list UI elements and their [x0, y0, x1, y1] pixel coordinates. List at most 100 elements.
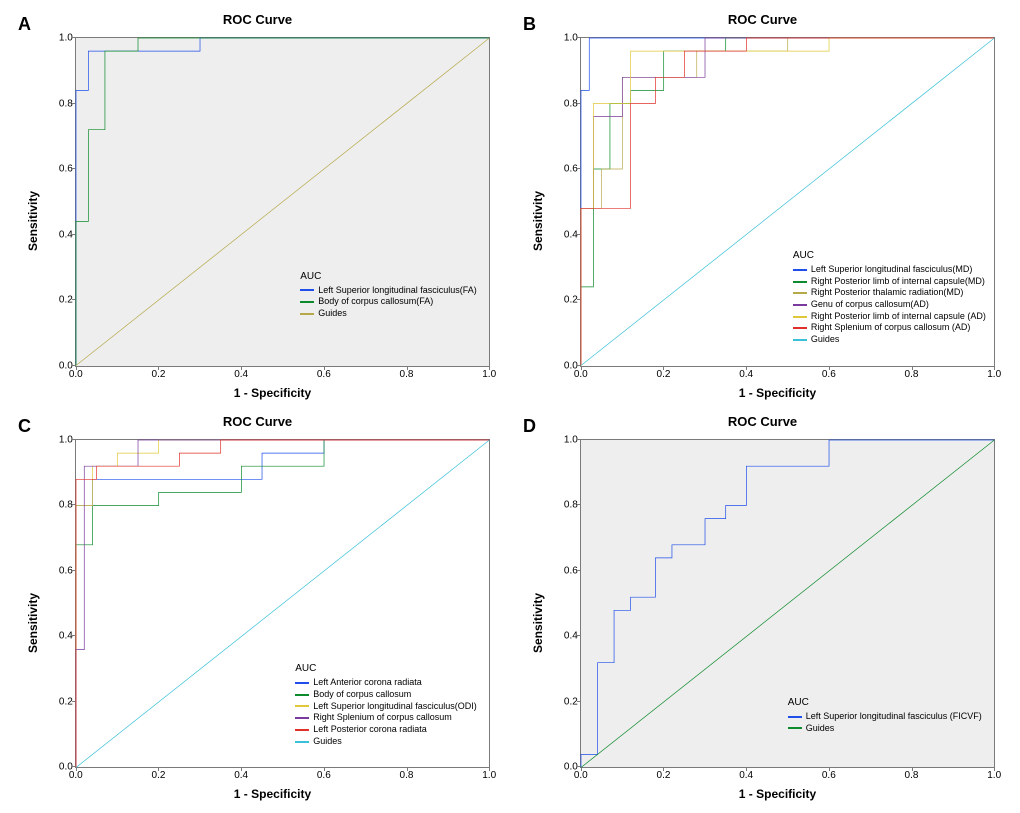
- legend: AUCLeft Superior longitudinal fasciculus…: [788, 696, 982, 734]
- panel-label: C: [18, 416, 31, 437]
- legend-item: Left Superior longitudinal fasciculus(FA…: [300, 285, 477, 297]
- y-tick-label: 0.6: [59, 164, 73, 175]
- y-axis-label: Sensitivity: [26, 593, 40, 653]
- legend-swatch: [793, 292, 807, 294]
- legend: AUCLeft Superior longitudinal fasciculus…: [793, 249, 986, 346]
- legend-label: Body of corpus callosum: [313, 689, 411, 701]
- y-tick-label: 1.0: [564, 434, 578, 445]
- legend-swatch: [788, 716, 802, 718]
- y-axis-label: Sensitivity: [26, 191, 40, 251]
- legend-swatch: [295, 694, 309, 696]
- legend-item: Guides: [793, 334, 986, 346]
- legend-swatch: [793, 281, 807, 283]
- x-tick-label: 0.2: [152, 369, 166, 380]
- x-tick-label: 0.6: [822, 369, 836, 380]
- legend-label: Right Splenium of corpus callosum: [313, 712, 452, 724]
- legend-item: Guides: [295, 736, 477, 748]
- legend-label: Left Superior longitudinal fasciculus(FA…: [318, 285, 477, 297]
- x-tick-label: 0.0: [574, 369, 588, 380]
- y-tick-label: 0.8: [59, 98, 73, 109]
- x-tick-label: 1.0: [482, 369, 496, 380]
- legend-swatch: [788, 727, 802, 729]
- y-tick-label: 0.2: [59, 295, 73, 306]
- axis-box: 0.00.00.20.20.40.40.60.60.80.81.01.0AUCL…: [75, 439, 490, 769]
- x-tick-label: 1.0: [482, 770, 496, 781]
- y-axis-label: Sensitivity: [531, 593, 545, 653]
- legend-label: Left Posterior corona radiata: [313, 724, 427, 736]
- legend-item: Guides: [300, 308, 477, 320]
- legend-label: Genu of corpus callosum(AD): [811, 299, 929, 311]
- x-tick-label: 0.2: [657, 369, 671, 380]
- legend-swatch: [295, 717, 309, 719]
- chart-title: ROC Curve: [223, 412, 292, 429]
- legend-swatch: [295, 682, 309, 684]
- legend-label: Guides: [811, 334, 840, 346]
- x-axis-label: 1 - Specificity: [234, 386, 311, 400]
- legend: AUC Left Anterior corona radiataBody of c…: [295, 662, 477, 747]
- legend-item: Right Posterior limb of internal capsule…: [793, 276, 986, 288]
- y-tick-label: 0.4: [564, 631, 578, 642]
- y-tick-label: 0.8: [564, 500, 578, 511]
- legend-label: Right Splenium of corpus callosum (AD): [811, 322, 971, 334]
- x-tick-label: 0.0: [69, 770, 83, 781]
- x-tick-label: 0.4: [234, 770, 248, 781]
- x-tick-label: 0.0: [574, 770, 588, 781]
- x-tick-label: 0.4: [234, 369, 248, 380]
- legend-item: Right Splenium of corpus callosum (AD): [793, 322, 986, 334]
- chart-title: ROC Curve: [728, 10, 797, 27]
- y-tick-label: 1.0: [564, 33, 578, 44]
- x-axis-label: 1 - Specificity: [739, 386, 816, 400]
- legend-title: AUC: [300, 270, 477, 283]
- x-tick-label: 1.0: [987, 770, 1001, 781]
- x-tick-label: 0.2: [152, 770, 166, 781]
- y-tick-label: 0.2: [564, 295, 578, 306]
- x-tick-label: 0.4: [739, 369, 753, 380]
- legend: AUC Left Superior longitudinal fasciculus…: [300, 270, 477, 320]
- legend-label: Right Posterior limb of internal capsule…: [811, 276, 985, 288]
- legend-swatch: [793, 327, 807, 329]
- y-tick-label: 0.8: [59, 500, 73, 511]
- y-tick-label: 0.2: [59, 696, 73, 707]
- legend-swatch: [300, 301, 314, 303]
- legend-swatch: [295, 741, 309, 743]
- panel-d: DROC Curve0.00.00.20.20.40.40.60.60.80.8…: [515, 412, 1010, 804]
- panel-label: B: [523, 14, 536, 35]
- axis-box: 0.00.00.20.20.40.40.60.60.80.81.01.0AUCL…: [580, 37, 995, 367]
- x-tick-label: 0.6: [317, 770, 331, 781]
- y-tick-label: 0.8: [564, 98, 578, 109]
- y-tick-label: 0.6: [564, 565, 578, 576]
- x-axis-label: 1 - Specificity: [739, 787, 816, 801]
- figure-grid: AROC Curve0.00.00.20.20.40.40.60.60.80.8…: [10, 10, 1010, 803]
- y-axis-label: Sensitivity: [531, 191, 545, 251]
- chart-title: ROC Curve: [223, 10, 292, 27]
- x-tick-label: 0.8: [905, 369, 919, 380]
- legend-item: Body of corpus callosum(FA): [300, 296, 477, 308]
- legend-label: Guides: [313, 736, 342, 748]
- panel-label: D: [523, 416, 536, 437]
- legend-title: AUC: [295, 662, 477, 675]
- y-tick-label: 1.0: [59, 33, 73, 44]
- legend-swatch: [793, 304, 807, 306]
- legend-swatch: [793, 269, 807, 271]
- x-tick-label: 0.2: [657, 770, 671, 781]
- legend-item: Left Superior longitudinal fasciculus (F…: [788, 711, 982, 723]
- legend-label: Left Anterior corona radiata: [313, 677, 422, 689]
- panel-label: A: [18, 14, 31, 35]
- panel-a: AROC Curve0.00.00.20.20.40.40.60.60.80.8…: [10, 10, 505, 402]
- x-tick-label: 0.6: [822, 770, 836, 781]
- x-tick-label: 0.8: [400, 770, 414, 781]
- x-tick-label: 0.8: [905, 770, 919, 781]
- legend-label: Guides: [806, 723, 835, 735]
- y-tick-label: 0.6: [59, 565, 73, 576]
- y-tick-label: 0.6: [564, 164, 578, 175]
- legend-item: Guides: [788, 723, 982, 735]
- legend-label: Body of corpus callosum(FA): [318, 296, 433, 308]
- legend-swatch: [793, 316, 807, 318]
- legend-item: Left Anterior corona radiata: [295, 677, 477, 689]
- legend-swatch: [300, 289, 314, 291]
- legend-item: Left Posterior corona radiata: [295, 724, 477, 736]
- legend-item: Right Splenium of corpus callosum: [295, 712, 477, 724]
- legend-item: Left Superior longitudinal fasciculus(OD…: [295, 701, 477, 713]
- legend-swatch: [300, 313, 314, 315]
- legend-title: AUC: [793, 249, 986, 262]
